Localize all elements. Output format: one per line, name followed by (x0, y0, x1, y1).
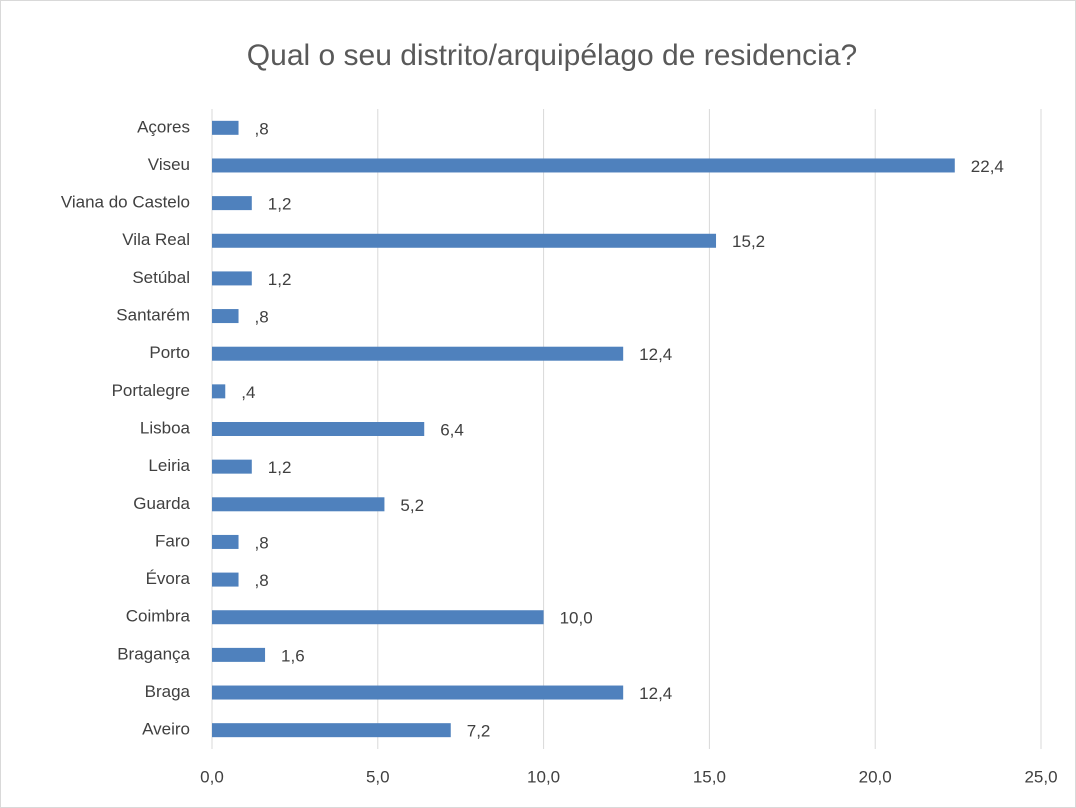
x-tick-label: 25,0 (1024, 767, 1057, 786)
bar (212, 233, 717, 248)
value-label: ,4 (241, 383, 255, 402)
value-label: 6,4 (440, 420, 464, 439)
y-tick-label: Aveiro (142, 720, 190, 739)
bar (212, 271, 252, 286)
value-label: 5,2 (400, 496, 424, 515)
y-tick-label: Santarém (116, 306, 190, 325)
value-label: 7,2 (467, 722, 491, 741)
value-label: 10,0 (560, 609, 593, 628)
value-label: ,8 (255, 571, 269, 590)
y-tick-label: Setúbal (132, 268, 190, 287)
y-tick-label: Portalegre (112, 381, 190, 400)
value-label: 15,2 (732, 232, 765, 251)
bar (212, 346, 624, 361)
x-tick-label: 20,0 (859, 767, 892, 786)
value-label: ,8 (255, 308, 269, 327)
y-tick-label: Faro (155, 531, 190, 550)
x-tick-label: 10,0 (527, 767, 560, 786)
value-label: 12,4 (639, 345, 672, 364)
bar (212, 384, 226, 399)
value-label: 1,2 (268, 195, 292, 214)
y-tick-label: Coimbra (126, 607, 191, 626)
y-tick-label: Guarda (133, 494, 190, 513)
y-tick-label: Porto (149, 343, 190, 362)
y-tick-label: Viana do Castelo (61, 193, 190, 212)
bar (212, 534, 239, 549)
x-tick-label: 5,0 (366, 767, 390, 786)
value-label: 12,4 (639, 684, 672, 703)
bar (212, 309, 239, 324)
x-tick-label: 15,0 (693, 767, 726, 786)
value-label: ,8 (255, 533, 269, 552)
y-tick-label: Viseu (148, 155, 190, 174)
bar (212, 422, 425, 436)
bar (212, 459, 252, 474)
y-tick-label: Bragança (117, 644, 190, 663)
bar (212, 497, 385, 512)
y-tick-label: Braga (145, 682, 191, 701)
value-label: 1,2 (268, 458, 292, 477)
bar (212, 196, 252, 211)
bar (212, 158, 955, 173)
bar (212, 572, 239, 587)
bar (212, 610, 544, 625)
y-tick-label: Açores (137, 117, 190, 136)
value-label: 1,2 (268, 270, 292, 289)
x-tick-label: 0,0 (200, 767, 224, 786)
bar (212, 120, 239, 135)
bar (212, 647, 266, 662)
chart-title: Qual o seu distrito/arquipélago de resid… (247, 39, 857, 72)
value-label: 22,4 (971, 157, 1004, 176)
y-tick-label: Leiria (148, 456, 190, 475)
y-tick-label: Lisboa (140, 418, 191, 437)
y-tick-label: Évora (146, 569, 191, 588)
value-label: 1,6 (281, 646, 305, 665)
value-label: ,8 (255, 119, 269, 138)
bar (212, 723, 451, 738)
bar (212, 685, 624, 700)
y-tick-label: Vila Real (122, 230, 190, 249)
